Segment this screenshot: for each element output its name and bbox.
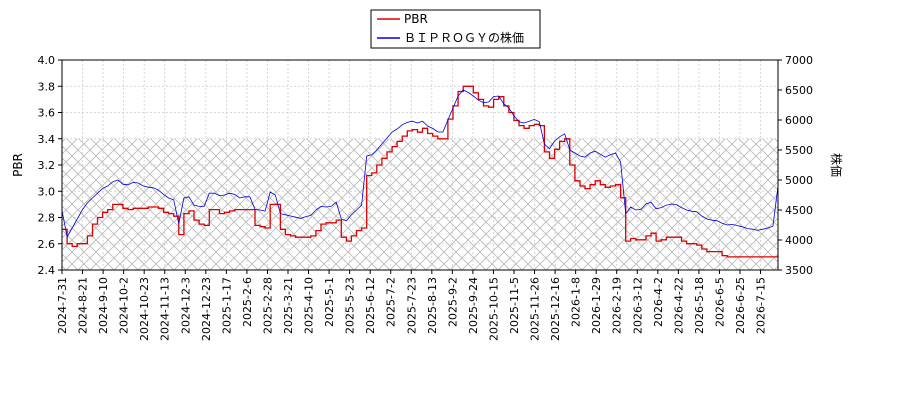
x-tick-label: 2026-6-25 <box>734 277 747 334</box>
x-tick-label: 2024-12-3 <box>179 277 192 334</box>
legend-label-pbr: PBR <box>404 12 428 26</box>
left-tick-label: 3.6 <box>38 107 56 120</box>
right-tick-label: 3500 <box>785 264 813 277</box>
left-tick-label: 2.4 <box>38 264 56 277</box>
x-tick-label: 2024-12-23 <box>200 277 213 341</box>
x-tick-label: 2026-6-5 <box>713 277 726 327</box>
series-line-price <box>62 89 778 239</box>
shaded-band <box>62 138 778 270</box>
x-tick-label: 2024-11-13 <box>159 277 172 341</box>
x-tick-label: 2025-9-2 <box>446 277 459 327</box>
left-tick-label: 3.0 <box>38 185 56 198</box>
x-tick-label: 2024-10-23 <box>138 277 151 341</box>
left-axis-title: PBR <box>11 153 25 177</box>
x-tick-label: 2024-9-10 <box>97 277 110 334</box>
left-tick-label: 3.2 <box>38 159 56 172</box>
series-layer <box>62 85 778 258</box>
x-tick-label: 2025-6-12 <box>364 277 377 334</box>
x-tick-label: 2025-2-28 <box>261 277 274 334</box>
left-axis: 2.4 2.6 2.8 3.0 3.2 3.4 3.6 3.8 4.0 <box>38 54 62 277</box>
x-tick-label: 2025-5-1 <box>323 277 336 327</box>
x-tick-label: 2026-1-29 <box>590 277 603 334</box>
shaded-band-fill <box>62 138 778 270</box>
x-tick-label: 2025-11-26 <box>529 277 542 341</box>
legend-label-price: ＢＩＰＲＯＧＹの株価 <box>404 30 524 45</box>
legend-box <box>370 9 541 49</box>
left-tick-label: 2.8 <box>38 212 56 225</box>
right-tick-label: 5000 <box>785 174 813 187</box>
x-tick-label: 2025-7-23 <box>405 277 418 334</box>
x-tick-label: 2025-10-15 <box>487 277 500 341</box>
x-tick-label: 2026-4-22 <box>672 277 685 334</box>
right-tick-label: 6000 <box>785 114 813 127</box>
left-tick-label: 4.0 <box>38 54 56 67</box>
x-axis: 2024-7-31 2024-8-21 2024-9-10 2024-10-2 2024… <box>56 270 768 341</box>
x-tick-label: 2025-11-5 <box>508 277 521 334</box>
right-tick-label: 4000 <box>785 234 813 247</box>
left-tick-label: 3.4 <box>38 133 56 146</box>
x-tick-label: 2026-1-8 <box>570 277 583 327</box>
x-tick-label: 2025-4-10 <box>303 277 316 334</box>
right-tick-label: 7000 <box>785 54 813 67</box>
x-tick-label: 2025-2-6 <box>241 277 254 327</box>
right-axis: 3500 4000 4500 5000 5500 6000 6500 7000 <box>778 54 813 277</box>
x-tick-label: 2025-12-16 <box>549 277 562 341</box>
right-axis-title: 株価 <box>829 153 844 177</box>
right-tick-label: 6500 <box>785 84 813 97</box>
x-tick-label: 2025-3-21 <box>282 277 295 334</box>
x-tick-label: 2025-1-17 <box>220 277 233 334</box>
x-tick-label: 2024-8-21 <box>77 277 90 334</box>
x-tick-label: 2026-2-19 <box>611 277 624 334</box>
x-tick-label: 2025-5-23 <box>344 277 357 334</box>
x-tick-label: 2026-5-18 <box>693 277 706 334</box>
x-tick-label: 2024-10-2 <box>118 277 131 334</box>
legend: PBR ＢＩＰＲＯＧＹの株価 <box>370 9 541 49</box>
right-tick-label: 4500 <box>785 204 813 217</box>
x-tick-label: 2026-7-15 <box>755 277 768 334</box>
left-tick-label: 3.8 <box>38 80 56 93</box>
series-line-pbr <box>62 85 778 258</box>
x-tick-label: 2026-4-2 <box>652 277 665 327</box>
x-tick-label: 2025-8-13 <box>426 277 439 334</box>
x-tick-label: 2025-7-2 <box>385 277 398 327</box>
x-tick-label: 2025-9-24 <box>467 277 480 334</box>
right-tick-label: 5500 <box>785 144 813 157</box>
x-tick-label: 2024-7-31 <box>56 277 69 334</box>
x-tick-label: 2026-3-12 <box>631 277 644 334</box>
left-tick-label: 2.6 <box>38 238 56 251</box>
